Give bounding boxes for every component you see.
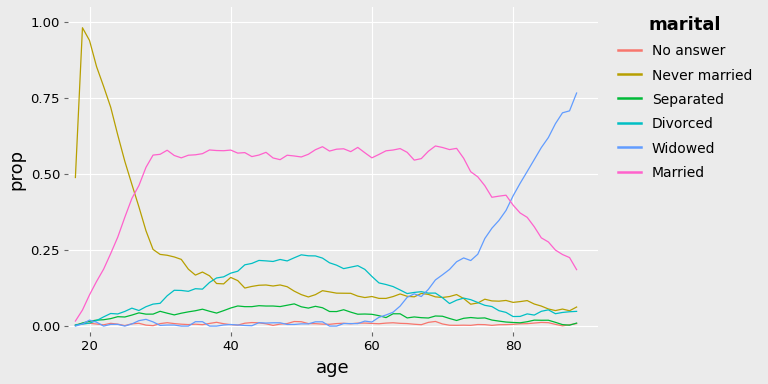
Y-axis label: prop: prop xyxy=(7,149,25,190)
X-axis label: age: age xyxy=(316,359,350,377)
Legend: No answer, Never married, Separated, Divorced, Widowed, Married: No answer, Never married, Separated, Div… xyxy=(610,7,760,189)
